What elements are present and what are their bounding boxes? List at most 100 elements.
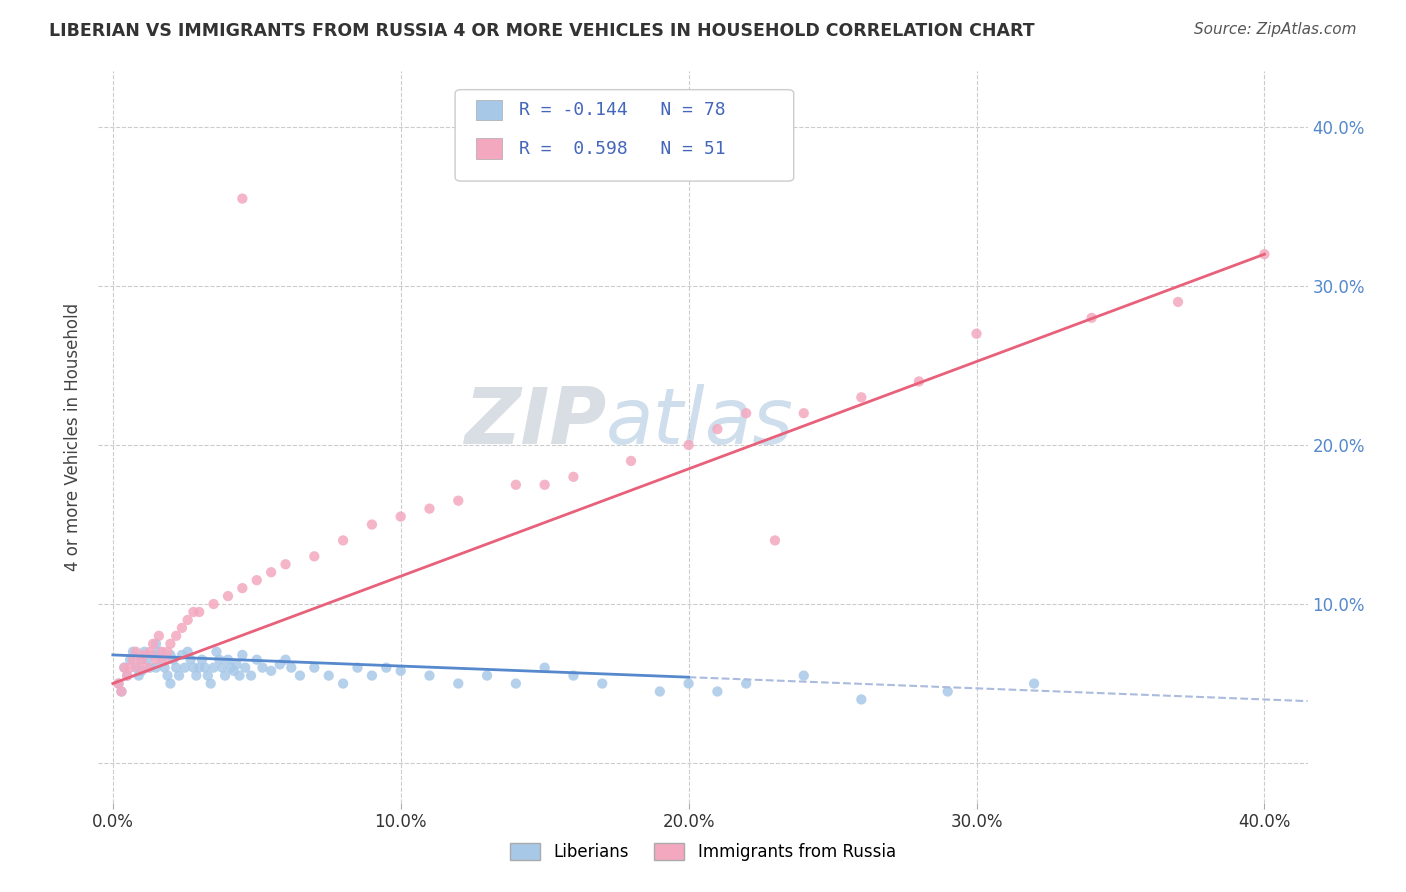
Point xyxy=(165,629,187,643)
Point xyxy=(112,660,135,674)
Text: ZIP: ZIP xyxy=(464,384,606,460)
Point xyxy=(148,645,170,659)
Point xyxy=(505,477,527,491)
Point xyxy=(139,645,162,659)
Text: LIBERIAN VS IMMIGRANTS FROM RUSSIA 4 OR MORE VEHICLES IN HOUSEHOLD CORRELATION C: LIBERIAN VS IMMIGRANTS FROM RUSSIA 4 OR … xyxy=(49,22,1035,40)
Point xyxy=(120,653,142,667)
Point xyxy=(418,668,440,682)
Point xyxy=(110,684,132,698)
Point xyxy=(159,676,181,690)
Point xyxy=(115,668,138,682)
Point xyxy=(1080,310,1102,325)
Point xyxy=(202,660,225,674)
Point xyxy=(107,676,129,690)
Text: Source: ZipAtlas.com: Source: ZipAtlas.com xyxy=(1194,22,1357,37)
Point xyxy=(208,653,231,667)
Point xyxy=(176,613,198,627)
Point xyxy=(188,605,211,619)
Point xyxy=(418,501,440,516)
Point xyxy=(304,660,326,674)
Point xyxy=(214,668,236,682)
Point xyxy=(280,660,302,674)
Point xyxy=(162,653,184,667)
Point xyxy=(1022,676,1045,690)
Point xyxy=(110,684,132,698)
Point xyxy=(153,660,176,674)
Point xyxy=(156,668,179,682)
Point xyxy=(202,597,225,611)
Point xyxy=(150,645,173,659)
Point xyxy=(620,454,643,468)
Point xyxy=(533,660,555,674)
Point xyxy=(269,657,291,672)
Point xyxy=(145,660,167,674)
Y-axis label: 4 or more Vehicles in Household: 4 or more Vehicles in Household xyxy=(65,303,83,571)
Point xyxy=(170,648,193,662)
Point xyxy=(260,566,283,580)
Point xyxy=(125,645,148,659)
Point xyxy=(246,573,269,587)
Point xyxy=(346,660,368,674)
Point xyxy=(793,668,815,682)
Point xyxy=(131,653,153,667)
Point xyxy=(505,676,527,690)
Point xyxy=(735,676,758,690)
Text: atlas: atlas xyxy=(606,384,794,460)
Point xyxy=(678,438,700,452)
Point xyxy=(706,684,728,698)
Point xyxy=(233,660,256,674)
Point xyxy=(288,668,311,682)
Point xyxy=(134,645,156,659)
Point xyxy=(191,653,214,667)
Point xyxy=(200,676,222,690)
Point xyxy=(128,660,150,674)
Point xyxy=(225,657,247,672)
Point xyxy=(217,589,239,603)
Point xyxy=(246,653,269,667)
Point xyxy=(136,660,159,674)
Point xyxy=(186,668,208,682)
Point xyxy=(107,676,129,690)
Point xyxy=(252,660,274,674)
Point xyxy=(389,664,412,678)
Point xyxy=(145,637,167,651)
FancyBboxPatch shape xyxy=(475,138,502,159)
Point xyxy=(131,664,153,678)
Point xyxy=(447,493,470,508)
Point xyxy=(389,509,412,524)
Point xyxy=(197,668,219,682)
Text: R =  0.598   N = 51: R = 0.598 N = 51 xyxy=(519,140,725,158)
Point xyxy=(115,668,138,682)
Point xyxy=(148,629,170,643)
Point xyxy=(533,477,555,491)
Point xyxy=(240,668,263,682)
Point xyxy=(194,660,217,674)
Point xyxy=(648,684,671,698)
Point xyxy=(1167,294,1189,309)
Point xyxy=(936,684,959,698)
Point xyxy=(562,668,585,682)
Legend: Liberians, Immigrants from Russia: Liberians, Immigrants from Russia xyxy=(503,836,903,868)
Point xyxy=(142,637,165,651)
Point xyxy=(318,668,340,682)
Point xyxy=(361,517,384,532)
Point xyxy=(125,660,148,674)
Point xyxy=(231,192,253,206)
Point xyxy=(156,645,179,659)
Point xyxy=(134,648,156,662)
Point xyxy=(122,653,145,667)
Point xyxy=(170,621,193,635)
Point xyxy=(793,406,815,420)
Point xyxy=(112,660,135,674)
Point xyxy=(136,653,159,667)
Point xyxy=(131,653,153,667)
Point xyxy=(447,676,470,690)
Point xyxy=(128,668,150,682)
Text: R = -0.144   N = 78: R = -0.144 N = 78 xyxy=(519,101,725,119)
Point xyxy=(706,422,728,436)
Point xyxy=(332,676,354,690)
Point xyxy=(375,660,398,674)
Point xyxy=(231,648,253,662)
Point xyxy=(122,645,145,659)
Point xyxy=(167,668,190,682)
